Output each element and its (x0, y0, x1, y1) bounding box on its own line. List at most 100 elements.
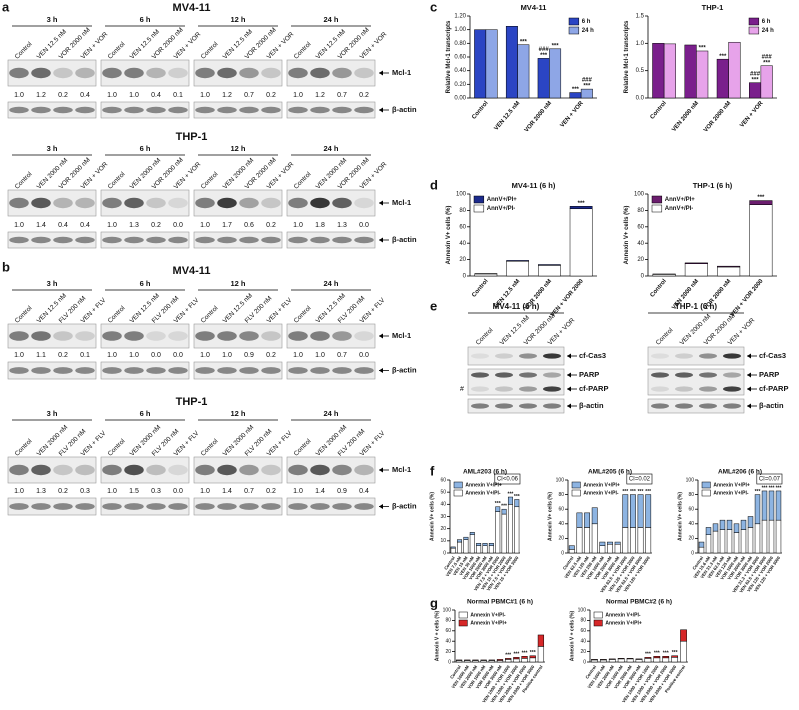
bar (549, 48, 562, 99)
y-tick-label: 30 (440, 514, 446, 520)
y-tick-label: 1.20 (454, 14, 466, 20)
band (288, 197, 308, 209)
y-tick-label: 100 (578, 607, 587, 613)
band (675, 386, 693, 392)
y-tick-label: 0 (448, 659, 451, 665)
band (495, 372, 513, 378)
arrow-head (379, 237, 383, 243)
bar-segment (754, 494, 761, 525)
band (31, 331, 51, 341)
bar-segment (644, 657, 652, 659)
quant-value: 0.2 (266, 488, 276, 495)
blot-strip (100, 101, 190, 119)
x-tick-label: VOR 2000 nM (703, 278, 732, 311)
quant-value: 0.0 (151, 352, 161, 359)
bar-segment (469, 532, 475, 535)
bar (580, 88, 593, 99)
band (288, 331, 308, 341)
x-tick-label: VEN + VOR (560, 100, 586, 129)
y-tick-label: 80 (688, 492, 694, 498)
quant-value: 1.0 (293, 92, 303, 99)
band (217, 197, 237, 209)
time-label: 3 h (47, 144, 58, 153)
legend-swatch (651, 195, 663, 204)
panel-label: d (430, 177, 438, 192)
band (699, 353, 717, 359)
band (288, 236, 308, 244)
blot-note: # (460, 386, 464, 393)
arrow-head (379, 504, 383, 509)
bar-segment (749, 204, 773, 277)
y-tick-label: 40 (440, 502, 446, 508)
bar-segment (495, 511, 501, 554)
band (102, 197, 122, 209)
band (195, 197, 215, 209)
row-label: PARP (579, 370, 599, 379)
band (124, 503, 144, 510)
band (519, 403, 537, 409)
annotation-box (494, 473, 521, 485)
bar-segment (726, 529, 733, 554)
bar-segment (635, 659, 643, 663)
chart-title: Normal PBMC#1 (6 h) (467, 599, 533, 606)
band (332, 236, 352, 244)
band (168, 503, 188, 510)
band (261, 197, 281, 209)
band (723, 372, 741, 378)
band (53, 331, 73, 341)
bar-segment (463, 536, 469, 540)
bar-segment (537, 646, 545, 663)
quant-value: 0.2 (58, 488, 68, 495)
lane-label: Control (200, 437, 220, 457)
significance: ### (750, 71, 761, 77)
band (354, 236, 374, 244)
significance: *** (762, 485, 768, 491)
bar-segment (584, 527, 591, 554)
quant-value: 1.0 (129, 92, 139, 99)
bar-segment (476, 545, 482, 554)
bar (569, 92, 582, 99)
legend-label: Annexin V+/PI+ (713, 482, 749, 488)
x-tick-label: Control (650, 100, 669, 120)
bar-segment (538, 264, 561, 266)
significance: *** (645, 652, 651, 658)
y-tick-label: 100 (686, 477, 695, 483)
y-tick-label: 60 (459, 224, 466, 230)
bar-segment (529, 655, 536, 659)
band (124, 67, 144, 79)
band (354, 197, 374, 209)
bar-segment (591, 523, 598, 554)
band (31, 367, 51, 374)
bar-segment (637, 527, 644, 554)
quant-value: 1.0 (14, 488, 24, 495)
band (217, 236, 237, 244)
blot-strip (467, 346, 565, 366)
band (723, 386, 741, 392)
bar-segment (507, 504, 513, 554)
blot-strip (647, 398, 745, 414)
quant-value: 1.4 (36, 222, 46, 229)
blot-strip (467, 398, 565, 414)
bar-segment (469, 534, 475, 554)
significance: *** (520, 39, 528, 45)
row-label: β-actin (759, 401, 784, 410)
bar-segment (749, 200, 773, 205)
significance: ### (762, 54, 773, 60)
y-axis-label: Annexin V+ cells (%) (547, 492, 553, 541)
quant-value: 1.2 (36, 92, 46, 99)
bar-segment (529, 657, 536, 663)
y-axis-label: Relative Mcl-1 transcripts (446, 20, 452, 93)
band (75, 331, 95, 341)
quant-value: 1.2 (315, 92, 325, 99)
y-tick-label: 20 (558, 536, 564, 542)
lane-label: Control (200, 40, 220, 60)
band (102, 503, 122, 510)
significance: *** (495, 501, 501, 507)
significance: *** (578, 201, 586, 207)
legend-swatch (473, 195, 485, 204)
band (31, 503, 51, 510)
significance: *** (769, 485, 775, 491)
y-tick-label: 10 (440, 538, 446, 544)
band (195, 464, 215, 476)
quant-value: 1.2 (222, 92, 232, 99)
